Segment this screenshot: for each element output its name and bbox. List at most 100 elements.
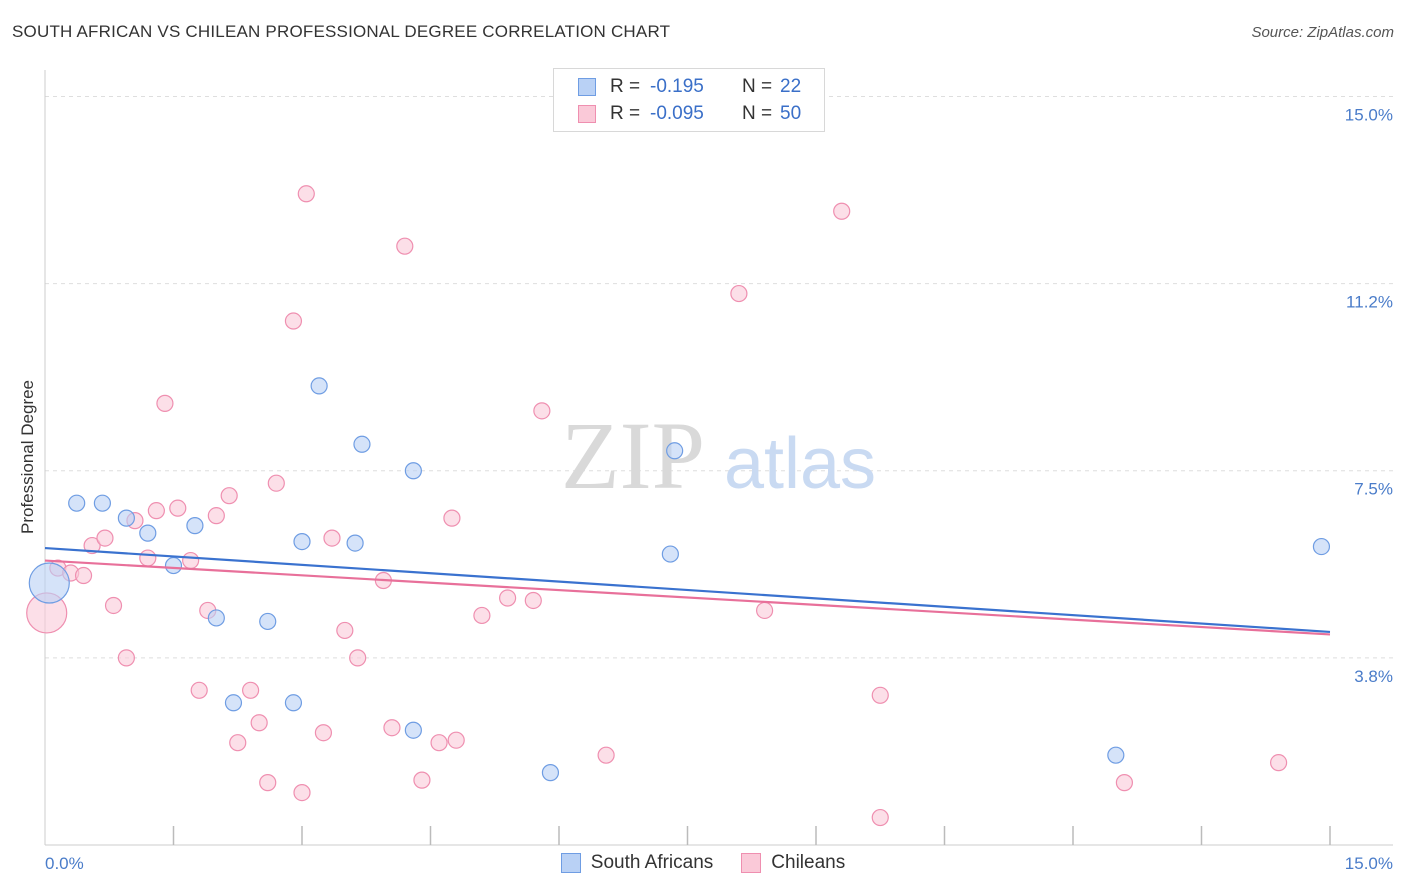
point-chilean (871, 686, 889, 704)
point-chilean (755, 601, 774, 620)
legend-swatch-pink (741, 853, 762, 873)
point-south-african (284, 694, 303, 712)
point-south-african (259, 612, 277, 631)
trend-lines (44, 546, 1331, 636)
point-south-african (68, 494, 86, 512)
point-chilean (147, 502, 165, 520)
point-chilean (182, 551, 200, 570)
point-chilean (396, 237, 414, 255)
legend-swatch-blue (578, 78, 596, 96)
point-chilean (297, 185, 315, 203)
point-chilean (314, 724, 333, 742)
correlation-legend: R = -0.195 N = 22 R = -0.095 N = 50 (553, 68, 825, 132)
source-credit: Source: ZipAtlas.com (1251, 24, 1394, 41)
y-tick-label: 7.5% (1354, 480, 1393, 499)
legend-label-chileans: Chileans (771, 852, 846, 873)
point-chilean (139, 549, 157, 567)
point-chilean (336, 621, 354, 640)
legend-n-label: N = (742, 76, 773, 97)
point-chilean (499, 589, 517, 607)
point-south-african (1107, 746, 1125, 764)
gridlines (45, 95, 1393, 659)
trend-line-south-africans (44, 546, 1331, 634)
point-chilean (207, 507, 225, 525)
point-chilean (242, 681, 260, 699)
point-chilean (229, 734, 247, 752)
legend-label-south-africans: South Africans (590, 852, 714, 873)
point-chilean (871, 808, 889, 827)
point-chilean (443, 509, 461, 527)
legend-row-chileans: R = -0.095 N = 50 (578, 102, 801, 126)
point-south-african (93, 494, 111, 512)
axes (44, 70, 1393, 846)
point-south-african (117, 509, 135, 527)
point-chilean (430, 734, 448, 752)
point-south-african (353, 435, 371, 453)
y-tick-label: 3.8% (1354, 667, 1393, 686)
legend-row-south-africans: R = -0.195 N = 22 (578, 75, 801, 99)
point-chilean (169, 499, 187, 517)
point-south-african (541, 764, 560, 782)
point-chilean (250, 714, 268, 732)
point-south-african (666, 442, 684, 460)
legend-item-chileans: Chileans (741, 852, 845, 874)
legend-r-value: -0.095 (650, 103, 704, 124)
point-chilean (1269, 754, 1288, 772)
point-chilean (447, 731, 465, 749)
point-chilean (74, 566, 93, 585)
point-south-african (1312, 537, 1331, 556)
point-south-african (404, 721, 422, 739)
point-chilean (524, 591, 542, 610)
point-chilean (413, 771, 431, 789)
point-chilean (220, 487, 238, 505)
point-chilean (104, 596, 123, 615)
series-legend: South Africans Chileans (0, 852, 1406, 874)
legend-r-label: R = (610, 103, 641, 124)
point-south-african (139, 524, 157, 542)
point-chilean (597, 746, 615, 764)
point-chilean (96, 529, 114, 547)
point-chilean (1115, 774, 1134, 792)
point-south-african (207, 609, 225, 627)
legend-r-value: -0.195 (650, 76, 704, 97)
point-chilean (473, 606, 491, 625)
point-chilean (284, 312, 303, 330)
y-tick-label: 11.2% (1346, 293, 1393, 312)
point-chilean (833, 202, 851, 220)
point-south-african (310, 377, 328, 395)
legend-swatch-blue (560, 853, 581, 873)
point-south-african (404, 462, 422, 480)
point-chilean (117, 649, 135, 667)
point-chilean (267, 474, 285, 492)
watermark-zip: ZIP (561, 402, 705, 509)
point-south-african (661, 545, 679, 563)
legend-item-south-africans: South Africans (560, 852, 714, 874)
legend-r-label: R = (610, 76, 641, 97)
point-south-african (164, 556, 183, 575)
point-chilean (83, 536, 101, 555)
point-south-african (293, 532, 311, 551)
watermark-atlas: atlas (724, 424, 876, 504)
point-chilean (293, 784, 311, 802)
data-points (26, 95, 1331, 827)
point-chilean (349, 649, 367, 667)
point-chilean (730, 284, 748, 303)
chart-title: SOUTH AFRICAN VS CHILEAN PROFESSIONAL DE… (12, 22, 671, 41)
trend-line-chileans (44, 559, 1331, 636)
point-chilean (156, 394, 174, 412)
point-south-african (346, 534, 364, 552)
y-tick-label: 15.0% (1345, 105, 1393, 124)
legend-n-value: 22 (780, 76, 802, 97)
legend-n-label: N = (742, 103, 773, 124)
point-south-african (186, 517, 204, 535)
watermark: ZIP atlas (561, 402, 876, 509)
x-tick-label-right: 15.0% (1345, 854, 1393, 873)
x-tick-label-left: 0.0% (45, 854, 84, 873)
point-chilean (190, 681, 208, 699)
point-chilean (259, 774, 277, 792)
point-chilean (533, 402, 551, 420)
point-south-african (28, 562, 70, 604)
legend-n-value: 50 (780, 103, 802, 124)
y-tick-labels: 15.0% 11.2% 7.5% 3.8% (1345, 105, 1393, 685)
